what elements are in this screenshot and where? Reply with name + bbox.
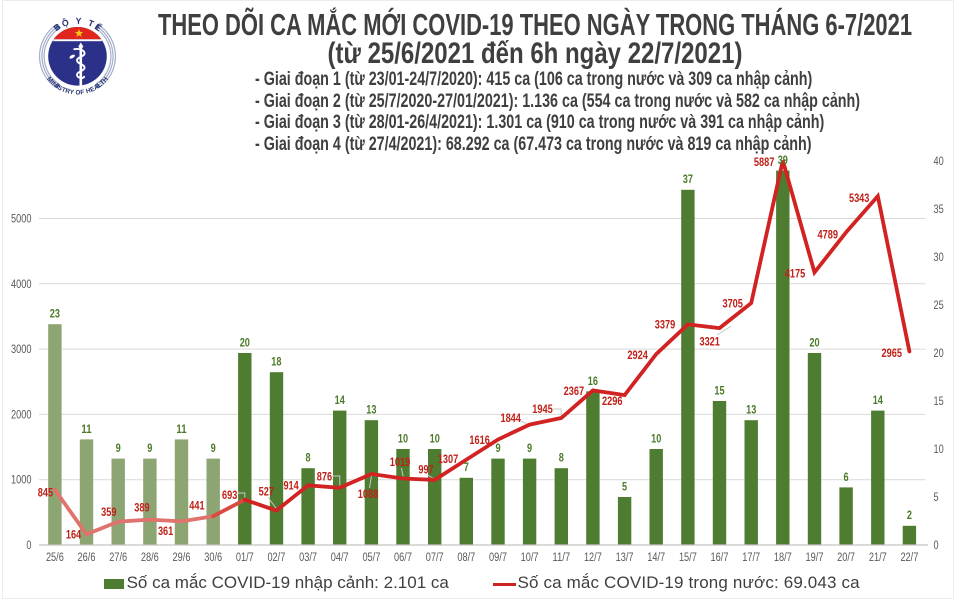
svg-text:14: 14 <box>873 395 884 407</box>
svg-text:441: 441 <box>189 500 205 512</box>
svg-text:30: 30 <box>934 252 944 264</box>
svg-text:03/7: 03/7 <box>299 552 317 564</box>
svg-text:9: 9 <box>527 443 532 455</box>
svg-text:2924: 2924 <box>627 350 648 362</box>
svg-text:16/7: 16/7 <box>711 552 729 564</box>
svg-text:8: 8 <box>559 453 565 465</box>
svg-text:4000: 4000 <box>11 279 32 291</box>
svg-text:10/7: 10/7 <box>521 552 539 564</box>
svg-text:13: 13 <box>746 405 756 417</box>
svg-text:2000: 2000 <box>11 409 32 421</box>
svg-text:9: 9 <box>211 443 216 455</box>
svg-text:1307: 1307 <box>438 454 459 466</box>
svg-text:14: 14 <box>335 395 346 407</box>
svg-text:10: 10 <box>398 433 408 445</box>
svg-text:9: 9 <box>147 443 152 455</box>
svg-text:3321: 3321 <box>699 337 720 349</box>
svg-text:2367: 2367 <box>564 386 585 398</box>
svg-text:04/7: 04/7 <box>331 552 349 564</box>
svg-text:914: 914 <box>283 481 299 493</box>
svg-text:35: 35 <box>934 204 944 216</box>
svg-text:19/7: 19/7 <box>806 552 824 564</box>
svg-text:39: 39 <box>778 155 788 167</box>
svg-text:20: 20 <box>809 337 819 349</box>
svg-text:5: 5 <box>622 481 628 493</box>
svg-text:9: 9 <box>116 443 121 455</box>
svg-text:29/6: 29/6 <box>173 552 191 564</box>
svg-text:2965: 2965 <box>882 348 903 360</box>
svg-text:5: 5 <box>934 492 939 504</box>
svg-text:26/6: 26/6 <box>78 552 96 564</box>
svg-text:1616: 1616 <box>469 435 490 447</box>
svg-text:359: 359 <box>101 507 116 519</box>
svg-text:18/7: 18/7 <box>774 552 792 564</box>
svg-text:8: 8 <box>306 453 312 465</box>
svg-text:361: 361 <box>158 526 174 538</box>
svg-text:05/7: 05/7 <box>362 552 380 564</box>
svg-text:3379: 3379 <box>655 320 676 332</box>
svg-text:3000: 3000 <box>11 344 32 356</box>
svg-text:10: 10 <box>430 433 440 445</box>
svg-text:1844: 1844 <box>500 413 521 425</box>
svg-text:01/7: 01/7 <box>236 552 254 564</box>
svg-text:11: 11 <box>176 424 187 436</box>
svg-text:4175: 4175 <box>785 269 806 281</box>
svg-text:0: 0 <box>26 540 31 552</box>
svg-text:06/7: 06/7 <box>394 552 412 564</box>
svg-text:27/6: 27/6 <box>109 552 127 564</box>
svg-text:13/7: 13/7 <box>616 552 634 564</box>
svg-text:40: 40 <box>934 156 944 168</box>
svg-text:6: 6 <box>844 472 849 484</box>
svg-text:5887: 5887 <box>754 157 775 169</box>
svg-text:17/7: 17/7 <box>742 552 760 564</box>
svg-text:08/7: 08/7 <box>457 552 475 564</box>
svg-text:15: 15 <box>934 396 944 408</box>
svg-text:0: 0 <box>934 540 939 552</box>
svg-text:4789: 4789 <box>818 230 839 242</box>
svg-text:22/7: 22/7 <box>900 552 918 564</box>
svg-text:21/7: 21/7 <box>869 552 887 564</box>
svg-text:15/7: 15/7 <box>679 552 697 564</box>
svg-text:09/7: 09/7 <box>489 552 507 564</box>
svg-text:07/7: 07/7 <box>426 552 444 564</box>
svg-text:37: 37 <box>683 174 693 186</box>
svg-text:845: 845 <box>38 488 54 500</box>
svg-text:389: 389 <box>134 503 149 515</box>
svg-text:1000: 1000 <box>11 475 32 487</box>
svg-text:18: 18 <box>271 357 282 369</box>
svg-text:7: 7 <box>464 462 469 474</box>
svg-text:15: 15 <box>714 385 725 397</box>
svg-text:20/7: 20/7 <box>837 552 855 564</box>
svg-text:10: 10 <box>934 444 944 456</box>
svg-text:12/7: 12/7 <box>584 552 602 564</box>
svg-text:693: 693 <box>222 490 237 502</box>
svg-text:20: 20 <box>934 348 944 360</box>
svg-text:527: 527 <box>259 486 274 498</box>
svg-text:14/7: 14/7 <box>647 552 665 564</box>
svg-text:25/6: 25/6 <box>46 552 64 564</box>
svg-text:3705: 3705 <box>722 299 743 311</box>
svg-text:1945: 1945 <box>532 404 553 416</box>
svg-text:10: 10 <box>651 433 661 445</box>
svg-text:876: 876 <box>317 471 332 483</box>
svg-text:2296: 2296 <box>602 396 623 408</box>
svg-text:5343: 5343 <box>849 193 870 205</box>
svg-text:25: 25 <box>934 300 944 312</box>
svg-text:1019: 1019 <box>390 457 411 469</box>
svg-text:164: 164 <box>66 530 82 542</box>
svg-text:16: 16 <box>588 376 598 388</box>
svg-text:5000: 5000 <box>11 214 32 226</box>
svg-text:30/6: 30/6 <box>204 552 222 564</box>
svg-text:1088: 1088 <box>358 489 379 501</box>
svg-text:9: 9 <box>495 443 500 455</box>
svg-text:13: 13 <box>366 405 376 417</box>
svg-text:11: 11 <box>81 424 92 436</box>
svg-text:23: 23 <box>50 309 60 321</box>
svg-text:02/7: 02/7 <box>267 552 285 564</box>
svg-text:11/7: 11/7 <box>552 552 570 564</box>
svg-text:2: 2 <box>907 510 912 522</box>
svg-text:20: 20 <box>240 337 250 349</box>
svg-text:28/6: 28/6 <box>141 552 159 564</box>
svg-text:997: 997 <box>418 464 433 476</box>
